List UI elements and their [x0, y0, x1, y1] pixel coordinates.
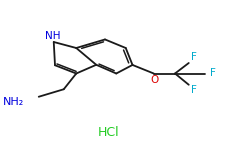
Text: HCl: HCl	[98, 126, 120, 139]
Text: F: F	[191, 85, 197, 95]
Text: F: F	[191, 52, 197, 62]
Text: F: F	[210, 69, 216, 78]
Text: NH₂: NH₂	[3, 97, 24, 107]
Text: O: O	[150, 75, 159, 85]
Text: NH: NH	[45, 31, 60, 41]
